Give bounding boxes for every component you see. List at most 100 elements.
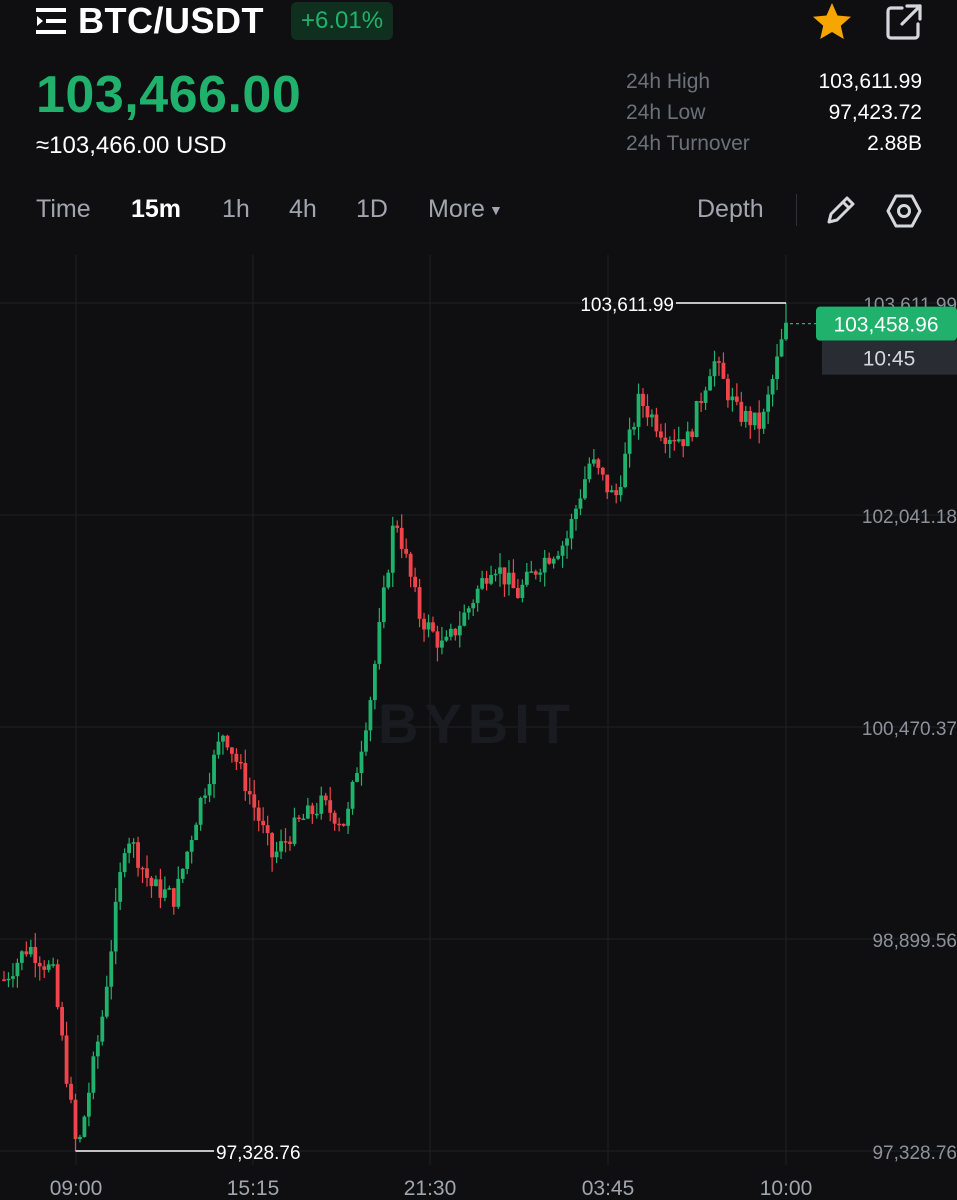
candle-body (319, 795, 324, 814)
candle (730, 387, 735, 412)
tab-4h[interactable]: 4h (289, 195, 317, 223)
candle (524, 562, 529, 587)
candle (261, 807, 266, 834)
header: BTC/USDT +6.01% (0, 0, 957, 44)
candle (46, 960, 51, 973)
candle (538, 568, 543, 583)
candle-body (766, 394, 771, 412)
candle-body (37, 962, 42, 967)
candle (703, 386, 708, 410)
candle (127, 837, 132, 864)
trading-pair[interactable]: BTC/USDT (78, 0, 264, 41)
candle (207, 772, 212, 803)
candle-body (560, 545, 565, 556)
candle-body (60, 1007, 64, 1036)
candle (775, 344, 779, 391)
candle (390, 516, 395, 588)
tab-15m[interactable]: 15m (131, 195, 182, 223)
share-icon[interactable] (882, 0, 926, 44)
candle-body (708, 376, 712, 391)
candle-body (395, 525, 400, 528)
menu-list-icon[interactable] (36, 6, 68, 36)
candle-body (721, 362, 726, 379)
candle-body (417, 587, 422, 619)
candle-body (145, 868, 149, 878)
candle (667, 436, 672, 459)
candle-body (136, 842, 140, 868)
stat-label: 24h High (626, 70, 711, 93)
candle (256, 800, 261, 832)
candle (78, 1134, 82, 1143)
candle-body (185, 851, 190, 869)
tab-1h[interactable]: 1h (222, 195, 250, 223)
candle-body (784, 322, 788, 340)
candle-body (726, 378, 730, 401)
candle (198, 796, 203, 831)
tab-more[interactable]: More ▼ (428, 186, 503, 233)
candle (69, 1076, 73, 1104)
star-icon[interactable] (808, 0, 856, 44)
candle (645, 394, 650, 426)
price-markers: 103,611.99 97,328.76 103,458.96 10:45 (75, 295, 957, 1164)
candle-body (189, 840, 194, 852)
candle-body (507, 572, 511, 585)
candle (685, 421, 690, 447)
candle-body (694, 401, 699, 438)
candle-body (113, 901, 118, 952)
candle (341, 823, 346, 827)
tab-1d[interactable]: 1D (356, 195, 388, 223)
candle (6, 972, 11, 988)
interval-tabs: Time 15m 1h 4h 1D More ▼ Depth (0, 186, 957, 234)
candle (386, 569, 391, 590)
tab-divider (796, 194, 797, 226)
candle (95, 1035, 100, 1069)
candle-body (587, 463, 592, 480)
tab-time[interactable]: Time (36, 195, 91, 223)
candle-body (386, 572, 391, 588)
candle (221, 734, 225, 755)
tab-depth[interactable]: Depth (697, 195, 764, 223)
x-axis: 09:00 15:15 21:30 03:45 10:00 (50, 1177, 813, 1200)
candle (247, 777, 252, 805)
y-axis-label: 102,041.18 (862, 507, 957, 528)
settings-icon[interactable] (884, 191, 924, 231)
candle-body (663, 437, 668, 444)
pencil-icon[interactable] (823, 192, 859, 228)
countdown-label: 10:45 (863, 348, 916, 371)
candle (100, 1010, 105, 1046)
candle (547, 552, 552, 565)
candle-body (770, 379, 775, 395)
candle-body (364, 730, 368, 752)
candle-body (565, 538, 569, 546)
y-axis-label: 100,470.37 (862, 719, 957, 740)
candle (694, 400, 699, 438)
candle-body (408, 553, 413, 577)
candle-body (475, 588, 480, 603)
candle (104, 975, 109, 1019)
candle (314, 802, 319, 819)
candle (739, 391, 744, 427)
candle-body (11, 976, 15, 979)
candle (462, 604, 467, 627)
candle (15, 958, 20, 988)
candlestick-chart[interactable]: BYBIT 103,611.99 102,041.18 100,470.37 98,8… (0, 255, 957, 1200)
candle (136, 836, 140, 877)
candle-body (730, 396, 735, 401)
candle (149, 876, 154, 898)
candle-body (15, 962, 20, 977)
high-marker-label: 103,611.99 (580, 295, 674, 316)
low-marker-label: 97,328.76 (216, 1143, 301, 1164)
stat-24h-high: 24h High 103,611.99 (620, 66, 922, 97)
stat-label: 24h Turnover (626, 132, 750, 155)
candle-body (596, 459, 601, 468)
candle (171, 887, 176, 915)
stat-value: 2.88B (867, 132, 922, 155)
candle-body (377, 622, 382, 664)
y-axis-label: 97,328.76 (872, 1143, 957, 1164)
candle (748, 406, 753, 439)
candle (498, 553, 502, 587)
candle (466, 605, 471, 620)
candle-body (78, 1136, 82, 1140)
candle (404, 538, 409, 558)
candle-body (167, 888, 172, 890)
